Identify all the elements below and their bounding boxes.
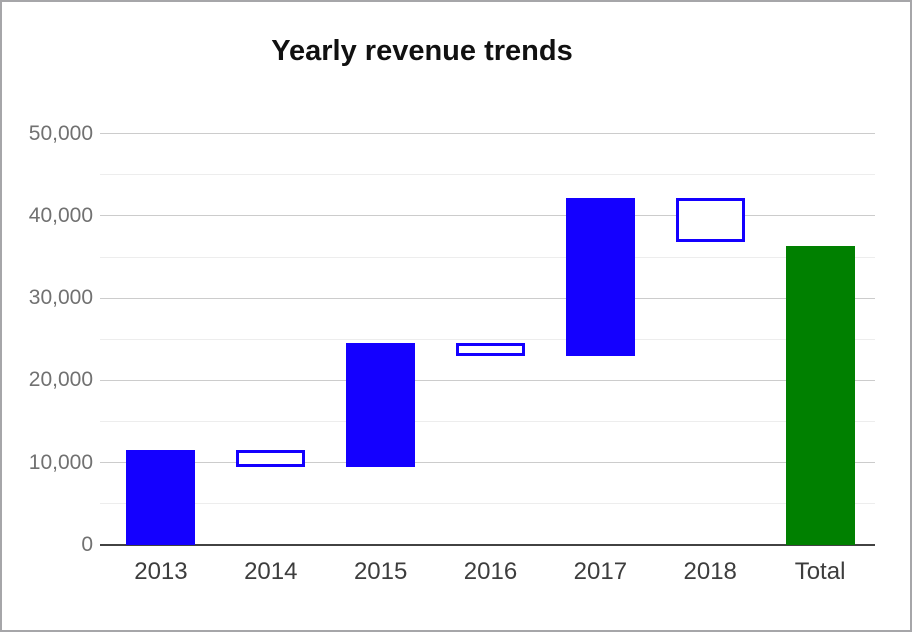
x-axis-baseline xyxy=(100,544,875,546)
gridline-major-50000 xyxy=(100,133,875,135)
bar-total[interactable] xyxy=(785,246,855,545)
gridline-major-30000 xyxy=(100,297,875,299)
bar-2017[interactable] xyxy=(565,197,635,356)
bar-2016[interactable] xyxy=(456,343,525,356)
gridline-major-40000 xyxy=(100,215,875,217)
bar-2018[interactable] xyxy=(675,197,745,243)
gridline-major-20000 xyxy=(100,379,875,381)
gridline-minor-5000 xyxy=(100,503,875,505)
y-axis-label-40000: 40,000 xyxy=(28,203,93,227)
y-axis-label-10000: 10,000 xyxy=(28,450,93,474)
x-axis-label-2015: 2015 xyxy=(353,558,408,585)
x-axis-label-2018: 2018 xyxy=(683,558,737,585)
y-axis-label-0: 0 xyxy=(81,533,93,556)
gridline-minor-35000 xyxy=(100,256,875,258)
chart-title: Yearly revenue trends xyxy=(271,35,573,67)
bar-2015[interactable] xyxy=(346,343,416,467)
bar-2014[interactable] xyxy=(236,450,306,467)
y-axis-label-20000: 20,000 xyxy=(28,368,93,392)
gridline-minor-15000 xyxy=(100,421,875,423)
x-axis-label-2016: 2016 xyxy=(463,558,518,585)
x-axis-label-total: Total xyxy=(794,558,846,585)
gridline-minor-25000 xyxy=(100,338,875,340)
x-axis-label-2013: 2013 xyxy=(134,558,188,585)
x-axis-label-2017: 2017 xyxy=(573,558,628,585)
gridline-major-10000 xyxy=(100,462,875,464)
bar-2013[interactable] xyxy=(126,450,196,545)
y-axis-label-50000: 50,000 xyxy=(28,121,93,145)
y-axis-label-30000: 30,000 xyxy=(28,286,93,310)
gridline-minor-45000 xyxy=(100,174,875,176)
x-axis-label-2014: 2014 xyxy=(244,558,298,585)
